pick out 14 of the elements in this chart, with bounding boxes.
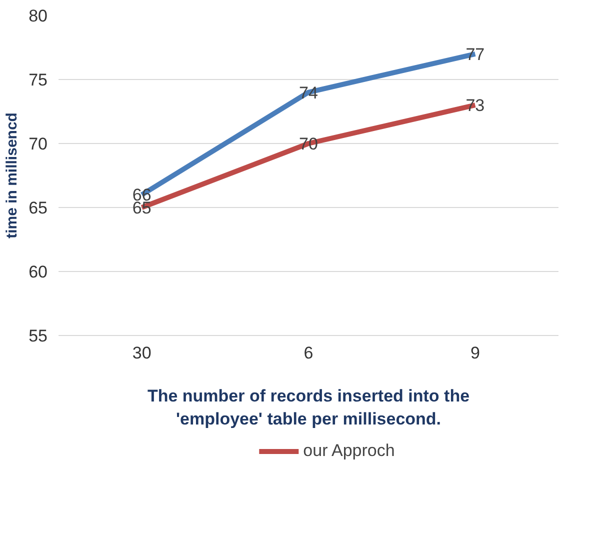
- y-axis-title: time in millisencd: [4, 112, 21, 238]
- x-tick-label: 6: [304, 344, 314, 362]
- x-tick-label: 9: [470, 344, 480, 362]
- x-tick-label: 30: [132, 344, 152, 362]
- y-tick-label: 55: [28, 326, 48, 346]
- data-label: 77: [466, 44, 485, 64]
- x-axis-title: The number of records inserted into the 'employee' table per millisecond.: [147, 386, 470, 428]
- y-tick-label: 80: [28, 6, 48, 26]
- legend-label: our Approch: [303, 441, 395, 461]
- y-tick-label: 65: [28, 198, 48, 218]
- y-tick-label: 70: [28, 134, 48, 154]
- y-tick-label: 60: [28, 262, 48, 282]
- y-tick-label: 75: [28, 70, 48, 90]
- data-label: 73: [466, 96, 485, 116]
